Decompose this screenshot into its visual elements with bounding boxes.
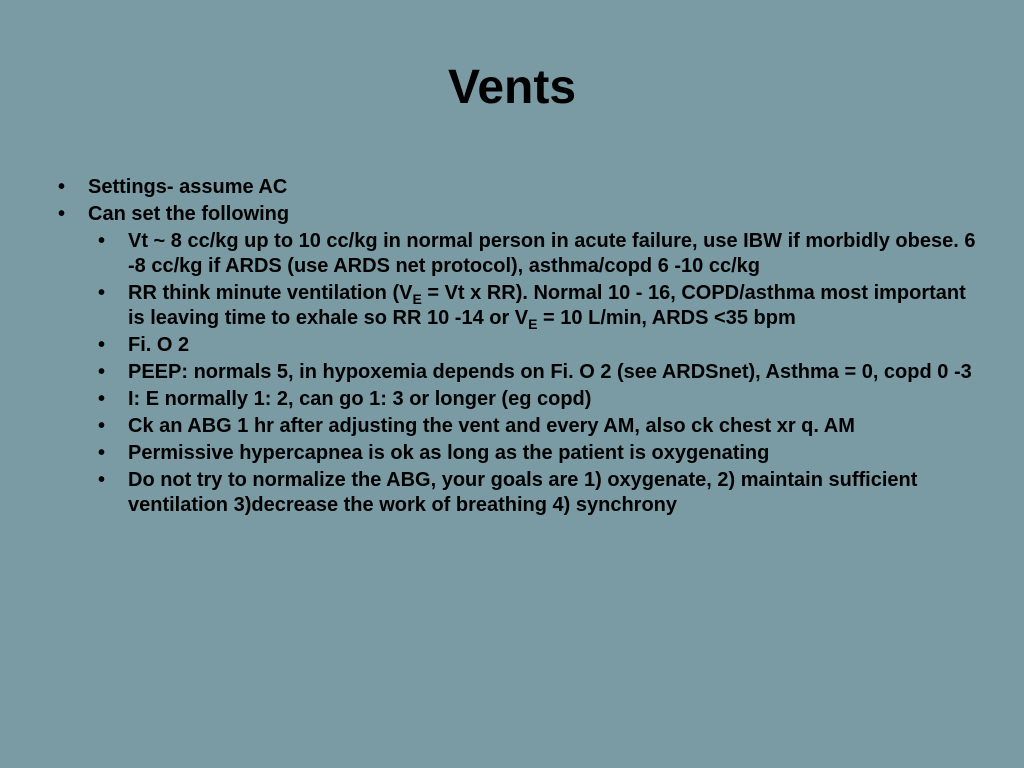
bullet-text: I: E normally 1: 2, can go 1: 3 or longe… [128, 388, 591, 410]
inner-bullet-7: Do not try to normalize the ABG, your go… [88, 468, 984, 518]
inner-bullet-6: Permissive hypercapnea is ok as long as … [88, 441, 984, 466]
inner-bullet-2: Fi. O 2 [88, 333, 984, 358]
bullet-text: Ck an ABG 1 hr after adjusting the vent … [128, 415, 855, 437]
slide-body: Settings- assume AC Can set the followin… [40, 175, 984, 518]
bullet-text: Do not try to normalize the ABG, your go… [128, 469, 917, 516]
outer-bullet-1: Can set the following Vt ~ 8 cc/kg up to… [50, 202, 984, 518]
bullet-text: Settings- assume AC [88, 176, 287, 198]
inner-bullet-5: Ck an ABG 1 hr after adjusting the vent … [88, 414, 984, 439]
outer-bullet-0: Settings- assume AC [50, 175, 984, 200]
inner-bullet-list: Vt ~ 8 cc/kg up to 10 cc/kg in normal pe… [88, 229, 984, 518]
outer-bullet-list: Settings- assume AC Can set the followin… [50, 175, 984, 518]
bullet-text: Permissive hypercapnea is ok as long as … [128, 442, 769, 464]
bullet-text: RR think minute ventilation (VE = Vt x R… [128, 282, 966, 329]
inner-bullet-1: RR think minute ventilation (VE = Vt x R… [88, 281, 984, 331]
inner-bullet-0: Vt ~ 8 cc/kg up to 10 cc/kg in normal pe… [88, 229, 984, 279]
bullet-text: Fi. O 2 [128, 334, 189, 356]
slide-title: Vents [40, 60, 984, 115]
inner-bullet-3: PEEP: normals 5, in hypoxemia depends on… [88, 360, 984, 385]
inner-bullet-4: I: E normally 1: 2, can go 1: 3 or longe… [88, 387, 984, 412]
bullet-text: Vt ~ 8 cc/kg up to 10 cc/kg in normal pe… [128, 230, 975, 277]
bullet-text: Can set the following [88, 203, 289, 225]
bullet-text: PEEP: normals 5, in hypoxemia depends on… [128, 361, 972, 383]
